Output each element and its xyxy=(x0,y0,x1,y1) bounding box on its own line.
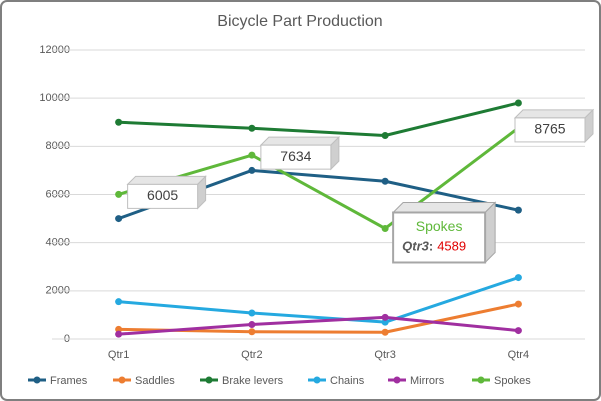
series-line xyxy=(118,101,519,137)
data-label: 6005 xyxy=(147,187,178,203)
point xyxy=(248,166,256,174)
legend-marker xyxy=(33,376,41,384)
data-label: 8765 xyxy=(534,121,565,137)
point xyxy=(514,300,522,308)
data-label-box-top xyxy=(513,109,595,119)
tooltip-box xyxy=(392,211,487,264)
point xyxy=(115,118,123,126)
legend-label: Chains xyxy=(330,375,365,387)
tooltip-line: Qtr3:4589 xyxy=(402,239,466,254)
point xyxy=(381,318,389,326)
series-line xyxy=(118,126,520,230)
point xyxy=(115,298,123,306)
point xyxy=(381,328,389,336)
point xyxy=(248,151,256,159)
point xyxy=(248,328,256,336)
legend-label: Saddles xyxy=(135,375,175,387)
point xyxy=(514,99,522,107)
tooltip-top xyxy=(391,201,497,213)
legend-label: Frames xyxy=(50,375,88,387)
data-label: 7634 xyxy=(280,148,311,164)
point xyxy=(115,215,123,223)
data-label-box-top xyxy=(126,175,207,185)
point xyxy=(381,177,389,185)
point xyxy=(514,274,522,282)
x-tick-label: Qtr4 xyxy=(508,349,529,361)
point xyxy=(248,309,256,317)
data-label-box xyxy=(260,144,332,170)
legend-label: Spokes xyxy=(494,375,531,387)
tooltip-category: Qtr3 xyxy=(402,239,430,254)
point xyxy=(381,131,389,139)
x-tick-label: Qtr2 xyxy=(241,349,262,361)
legend-marker xyxy=(118,376,126,384)
legend-marker xyxy=(477,376,485,384)
point xyxy=(115,330,123,338)
series-line xyxy=(118,315,519,336)
x-tick-label: Qtr1 xyxy=(108,349,129,361)
legend-marker xyxy=(393,376,401,384)
legend-marker xyxy=(205,376,213,384)
data-label-box-top xyxy=(259,136,341,146)
tooltip-separator: : xyxy=(429,239,433,254)
x-tick-label: Qtr3 xyxy=(374,349,395,361)
tooltip-title: Spokes xyxy=(416,218,463,234)
point xyxy=(514,327,522,335)
series-line xyxy=(118,276,519,324)
tooltip-value: 4589 xyxy=(437,239,466,254)
legend-label: Mirrors xyxy=(410,375,445,387)
point xyxy=(248,124,256,132)
chart-title: Bicycle Part Production xyxy=(217,13,382,30)
tooltip: Spokes Qtr3:4589 xyxy=(391,201,497,264)
point xyxy=(381,224,389,232)
point xyxy=(115,190,123,198)
legend-label: Brake levers xyxy=(222,375,284,387)
data-label-box xyxy=(127,183,199,209)
point xyxy=(115,325,123,333)
point xyxy=(248,321,256,329)
tooltip-side xyxy=(484,201,496,264)
data-label-box xyxy=(514,117,586,143)
legend-marker xyxy=(313,376,321,384)
point xyxy=(514,206,522,214)
point xyxy=(381,313,389,321)
